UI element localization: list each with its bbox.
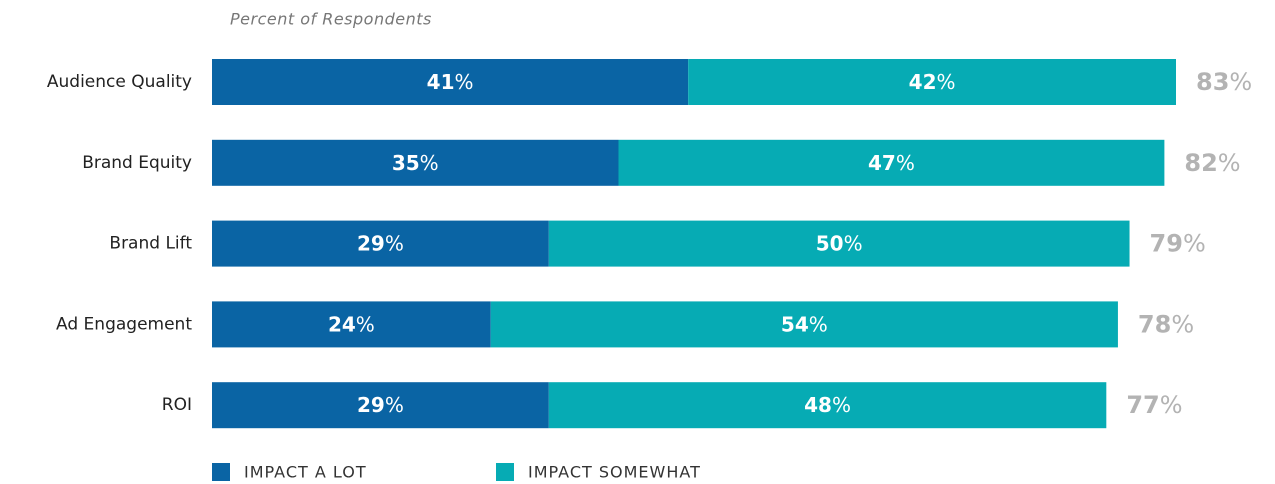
bar-segment <box>212 382 549 429</box>
bar-segment <box>618 139 1165 186</box>
total-label: 79% <box>1150 230 1206 258</box>
bar-segment <box>212 139 619 186</box>
value-label: 29% <box>357 393 404 417</box>
bar-segment <box>212 59 689 105</box>
bar-segment <box>548 382 1107 429</box>
bar-segment <box>212 220 549 267</box>
chart-subtitle: Percent of Respondents <box>230 10 432 29</box>
value-label: 48% <box>804 393 851 417</box>
bar-segment <box>212 301 491 348</box>
legend-label: IMPACT A LOT <box>244 463 367 482</box>
category-label: Brand Equity <box>82 153 192 173</box>
value-label: 35% <box>392 150 439 174</box>
bar-segment <box>688 59 1176 105</box>
category-label: Audience Quality <box>47 72 192 92</box>
legend-swatch <box>212 463 230 481</box>
legend-swatch <box>496 463 514 481</box>
category-label: Brand Lift <box>109 234 192 254</box>
total-label: 82% <box>1184 149 1240 177</box>
value-label: 47% <box>868 150 915 174</box>
legend-label: IMPACT SOMEWHAT <box>528 463 701 482</box>
total-label: 78% <box>1138 310 1194 338</box>
category-label: Ad Engagement <box>56 314 192 334</box>
value-label: 54% <box>781 312 828 336</box>
category-label: ROI <box>162 395 192 415</box>
value-label: 42% <box>909 70 956 94</box>
value-label: 41% <box>427 70 474 94</box>
value-label: 29% <box>357 231 404 255</box>
value-label: 24% <box>328 312 375 336</box>
total-label: 83% <box>1196 68 1252 96</box>
value-label: 50% <box>816 231 863 255</box>
total-label: 77% <box>1126 391 1182 419</box>
bar-segment <box>548 220 1130 267</box>
bar-segment <box>490 301 1118 348</box>
